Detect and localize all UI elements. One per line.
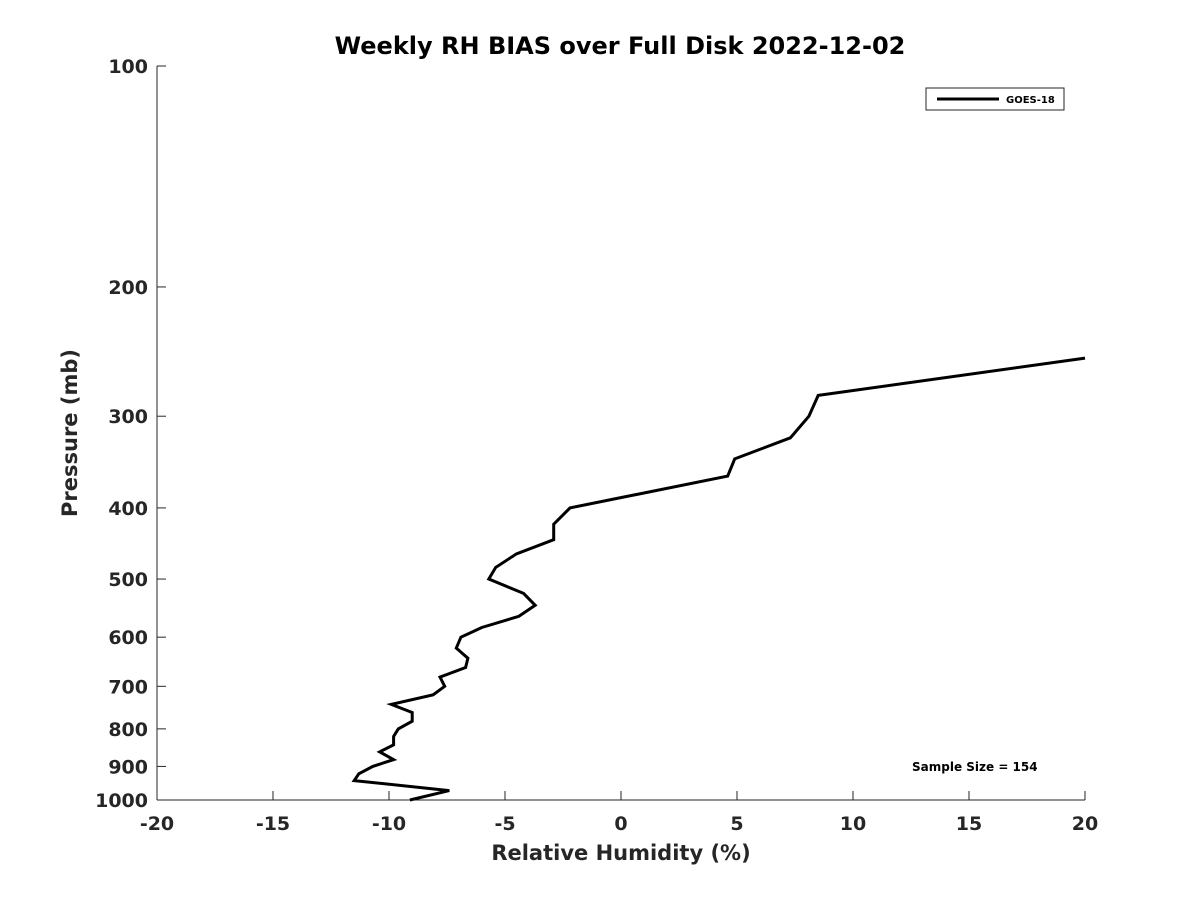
x-tick-label: -10	[372, 813, 406, 835]
series-layer	[351, 356, 1086, 802]
x-tick-label: -15	[256, 813, 290, 835]
series-line-goes-18	[351, 356, 1086, 802]
y-tick-label: 500	[108, 569, 148, 591]
y-tick-label: 1000	[95, 790, 148, 812]
legend-label-goes-18: GOES-18	[1006, 95, 1055, 106]
x-tick-label: -20	[140, 813, 174, 835]
legend: GOES-18	[925, 87, 1065, 111]
y-tick-label: 300	[108, 406, 148, 428]
x-tick-label: 20	[1072, 813, 1098, 835]
y-tick-label: 200	[108, 277, 148, 299]
x-tick-label: -5	[494, 813, 515, 835]
chart-title: Weekly RH BIAS over Full Disk 2022-12-02	[335, 32, 906, 60]
y-tick-label: 600	[108, 627, 148, 649]
x-axis-label: Relative Humidity (%)	[491, 841, 750, 865]
y-axis-label: Pressure (mb)	[58, 349, 82, 517]
y-tick-label: 700	[108, 676, 148, 698]
x-tick-label: 0	[614, 813, 627, 835]
sample-size-annotation: Sample Size = 154	[912, 760, 1038, 774]
x-tick-label: 15	[956, 813, 982, 835]
y-axis-ticks: 100 200 300 400 500 600 700 800 900 1000	[95, 56, 166, 812]
x-tick-label: 10	[840, 813, 866, 835]
y-tick-label: 400	[108, 498, 148, 520]
y-tick-label: 100	[108, 56, 148, 78]
x-axis-ticks: -20 -15 -10 -5 0 5 10 15 20	[140, 791, 1098, 835]
x-tick-label: 5	[730, 813, 743, 835]
y-tick-label: 800	[108, 719, 148, 741]
y-tick-label: 900	[108, 756, 148, 778]
